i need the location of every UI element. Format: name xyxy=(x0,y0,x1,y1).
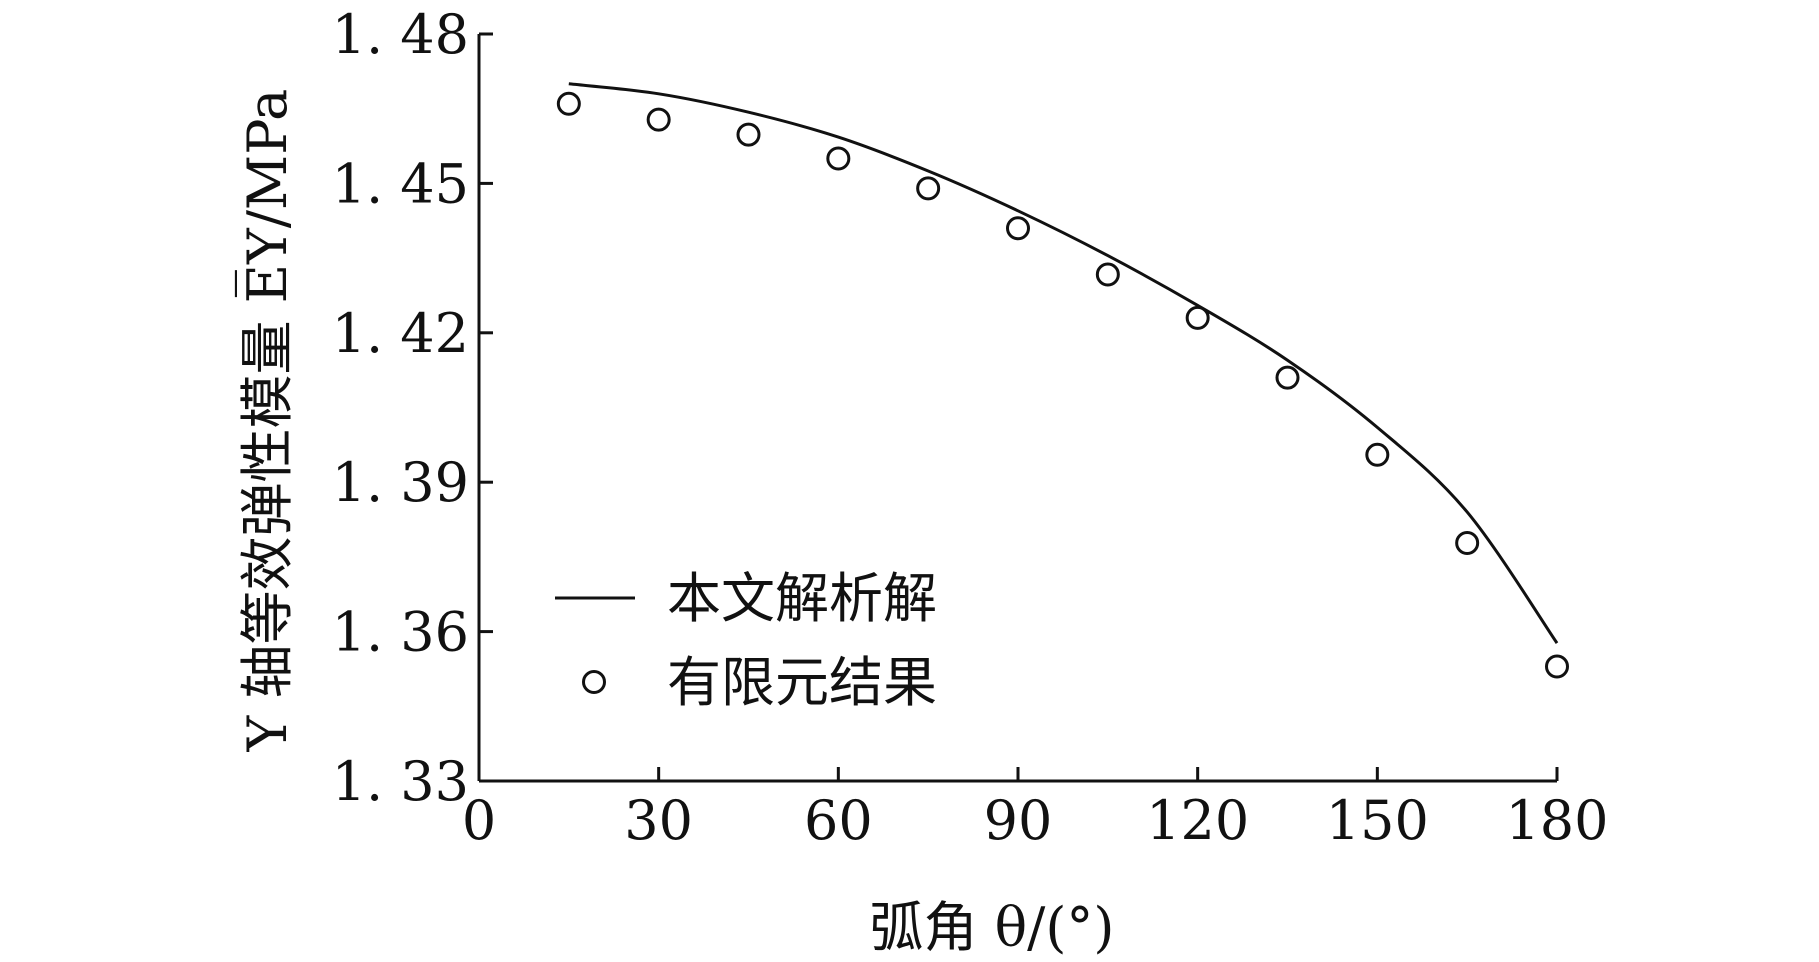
y-tick-label: 1. 36 xyxy=(332,601,469,664)
legend-label-analytical: 本文解析解 xyxy=(667,567,937,630)
y-axis-title: Y 轴等效弹性模量 E̅Y/MPa xyxy=(234,89,299,753)
x-axis-title-text: 弧角 θ/(°) xyxy=(869,896,1114,959)
y-tick-label: 1. 33 xyxy=(332,750,469,813)
fem-marker xyxy=(1006,216,1030,241)
x-tick-label: 90 xyxy=(984,789,1053,852)
x-tick-label: 150 xyxy=(1326,789,1429,852)
y-tick-label: 1. 48 xyxy=(332,3,469,66)
x-tick-label: 120 xyxy=(1146,789,1249,852)
analytical-curve xyxy=(568,82,1559,644)
x-axis-title: 弧角 θ/(°) xyxy=(869,896,1114,959)
x-tick-label: 0 xyxy=(462,789,496,852)
x-tick-label: 60 xyxy=(804,789,873,852)
y-tick-label: 1. 42 xyxy=(332,302,469,365)
fem-marker xyxy=(1545,654,1569,679)
fem-marker xyxy=(1185,305,1210,330)
y-tick-label: 1. 39 xyxy=(332,451,469,514)
axes xyxy=(477,34,1557,783)
x-tick-label: 180 xyxy=(1505,789,1608,852)
fem-marker xyxy=(916,176,941,201)
fem-marker xyxy=(556,91,581,116)
fem-marker xyxy=(646,107,671,132)
fem-marker xyxy=(1455,530,1480,555)
fem-marker xyxy=(736,122,761,147)
series-fem-markers xyxy=(556,91,1569,679)
y-axis-title-text: Y 轴等效弹性模量 E̅Y/MPa xyxy=(234,89,299,753)
fem-marker xyxy=(826,146,851,171)
x-tick-label: 30 xyxy=(624,789,693,852)
legend-label-fem: 有限元结果 xyxy=(667,651,937,714)
ticks: 0 30 60 90 120 150 180 1. 33 1. 36 1. 39 1. 42 1. 4… xyxy=(332,3,1609,852)
series-analytical-line xyxy=(568,82,1559,644)
fem-marker xyxy=(1365,442,1390,467)
legend-marker-swatch xyxy=(582,670,606,694)
fem-marker xyxy=(1275,365,1300,390)
legend: 本文解析解 有限元结果 xyxy=(555,567,937,714)
fem-marker xyxy=(1095,262,1120,287)
y-tick-label: 1. 45 xyxy=(332,152,469,215)
